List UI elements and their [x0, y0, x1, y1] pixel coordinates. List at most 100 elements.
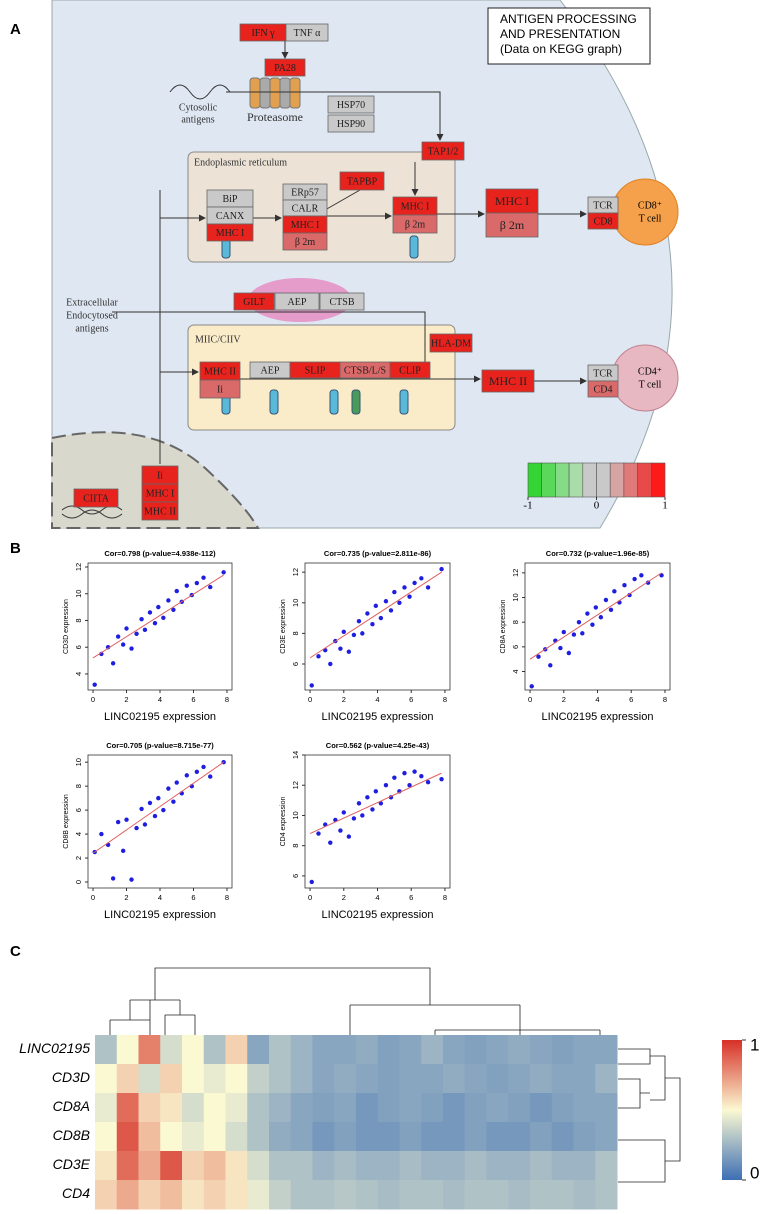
heat-cell [95, 1093, 118, 1123]
heat-cell [116, 1093, 139, 1123]
dendrogram [109, 967, 681, 1183]
point [194, 769, 200, 774]
heat-cell [508, 1093, 531, 1123]
plot-title: Cor=0.732 (p-value=1.96e-85) [546, 549, 650, 558]
gene-label: HSP90 [337, 119, 365, 130]
heat-cell [595, 1093, 618, 1123]
point [171, 799, 176, 804]
gene-label: HLA-DM [431, 338, 471, 349]
y-tick-label: 6 [511, 645, 520, 649]
point [585, 611, 590, 616]
fit-line [92, 574, 224, 659]
row-label: CD3D [52, 1069, 90, 1085]
heat-cell [595, 1122, 618, 1152]
heat-cell [312, 1093, 335, 1123]
heat-cell [356, 1122, 379, 1152]
x-tick-label: 4 [375, 893, 379, 902]
point [561, 629, 566, 635]
cell-label: CD8⁺ [638, 200, 662, 211]
gene-box [485, 212, 539, 238]
point [566, 650, 572, 656]
point [407, 783, 412, 788]
point [129, 877, 134, 882]
heat-cell [356, 1035, 379, 1065]
heat-cell [464, 1151, 487, 1181]
point [378, 615, 384, 621]
x-tick-label: 2 [562, 695, 566, 704]
heat-cell [530, 1151, 553, 1181]
point [370, 807, 375, 812]
gene-box [587, 380, 619, 398]
point [346, 649, 352, 654]
heat-cell [486, 1064, 509, 1094]
x-tick-label: 2 [124, 893, 128, 902]
gene-label: MHC I [495, 194, 529, 208]
heat-cell [182, 1180, 205, 1210]
row-label: CD8B [53, 1127, 90, 1143]
point [536, 654, 541, 659]
plot-title: Cor=0.735 (p-value=2.811e-86) [324, 549, 432, 558]
gene-box [339, 171, 385, 191]
gene-label: CALR [292, 203, 319, 214]
point [156, 604, 161, 610]
heat-cell [290, 1122, 313, 1152]
x-tick-label: 6 [629, 695, 633, 704]
point [412, 580, 417, 586]
x-tick-label: 2 [342, 695, 346, 704]
heat-cell [486, 1122, 509, 1152]
heat-cell [95, 1035, 118, 1065]
gene-label: AEP [288, 297, 307, 308]
plot-frame [304, 754, 451, 889]
point [208, 774, 213, 779]
heat-cell [443, 1064, 466, 1094]
gene-box [327, 114, 375, 133]
point [105, 645, 111, 650]
heat-cell [551, 1122, 574, 1152]
point [402, 770, 407, 776]
heat-cell [595, 1064, 618, 1094]
point [156, 795, 161, 801]
heat-cell [182, 1064, 205, 1094]
row-label: CD8A [53, 1098, 90, 1114]
gene-box [587, 212, 619, 230]
heat-cell [464, 1064, 487, 1094]
gene-label: MHC II [204, 366, 236, 377]
x-tick-label: 0 [308, 893, 312, 902]
point [194, 580, 200, 586]
fit-line [309, 571, 442, 659]
x-tick-label: 6 [191, 893, 195, 902]
y-tick-label: 8 [291, 844, 300, 848]
gene-label: IFN γ [251, 28, 275, 39]
heat-cell [443, 1035, 466, 1065]
heat-cell [269, 1093, 292, 1123]
heat-cell [116, 1064, 139, 1094]
gene-label: BiP [222, 194, 237, 205]
gene-label: TNF α [294, 28, 321, 39]
point [356, 618, 362, 624]
point [365, 795, 370, 800]
x-tick-label: 8 [443, 695, 447, 704]
heat-cell [356, 1064, 379, 1094]
scale-tick-label: 1 [662, 500, 668, 512]
point [378, 801, 384, 806]
heat-cell [421, 1093, 444, 1123]
scale-cell [555, 462, 570, 498]
point [571, 632, 577, 637]
point [161, 807, 166, 813]
gene-label: MHC II [489, 374, 527, 388]
point [171, 607, 176, 612]
point [184, 583, 189, 588]
heat-cell [160, 1064, 183, 1094]
fit-line [92, 761, 224, 854]
heat-cell [269, 1064, 292, 1094]
heat-cell [464, 1093, 487, 1123]
heat-cell [508, 1035, 531, 1065]
heat-cell [203, 1180, 226, 1210]
heat-cell [290, 1151, 313, 1181]
x-tick-label: 0 [91, 893, 95, 902]
plot-title: Cor=0.705 (p-value=8.715e-77) [106, 741, 214, 750]
heat-cell [95, 1180, 118, 1210]
x-tick-label: 4 [158, 695, 162, 704]
heat-cell [551, 1151, 574, 1181]
